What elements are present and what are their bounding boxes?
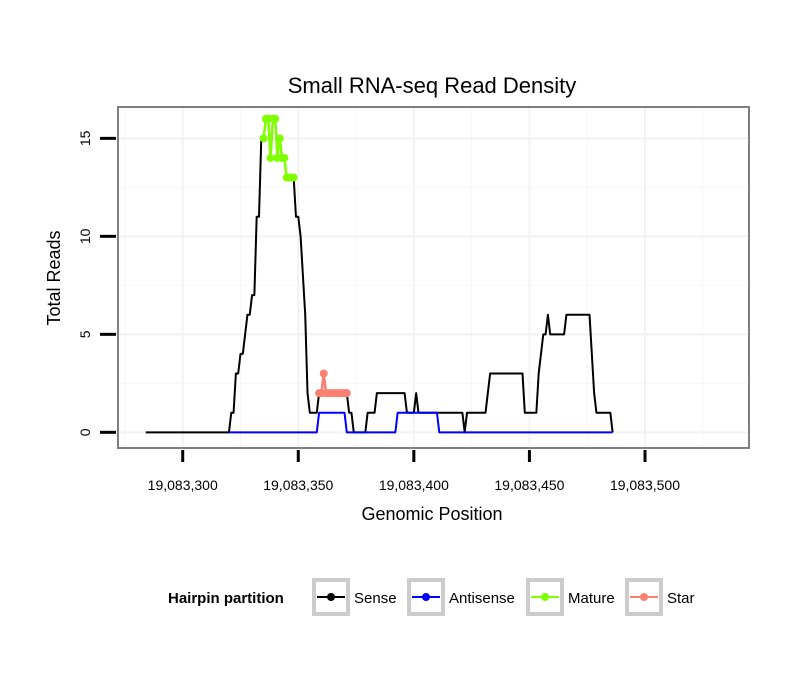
plot-border: [117, 106, 750, 449]
y-tick-label: 0: [77, 428, 93, 436]
legend-key-point: [541, 593, 549, 601]
point-mature: [289, 173, 298, 182]
legend-label: Mature: [568, 590, 615, 607]
chart-title: Small RNA-seq Read Density: [288, 73, 577, 98]
x-tick-label: 19,083,300: [148, 477, 218, 493]
legend-item-star: Star: [625, 578, 695, 616]
x-axis-label: Genomic Position: [361, 504, 502, 524]
y-tick-label: 10: [77, 228, 93, 244]
legend-label: Star: [667, 590, 695, 607]
point-mature: [271, 114, 280, 123]
x-tick-label: 19,083,350: [263, 477, 333, 493]
series-line-antisense: [228, 411, 613, 434]
legend-label: Antisense: [449, 590, 515, 607]
plot-panel: [117, 106, 750, 449]
point-star: [319, 369, 328, 378]
point-mature: [259, 134, 268, 143]
series-layer: [145, 114, 614, 434]
y-axis: 0 5 10 15: [77, 130, 116, 436]
legend-title: Hairpin partition: [168, 590, 284, 607]
point-mature: [266, 153, 275, 162]
point-star: [342, 389, 351, 398]
legend-key-point: [422, 593, 430, 601]
legend-item-antisense: Antisense: [407, 578, 515, 616]
legend-key-point: [640, 593, 648, 601]
point-mature: [280, 153, 289, 162]
legend-item-mature: Mature: [526, 578, 615, 616]
x-axis: 19,083,300 19,083,350 19,083,400 19,083,450…: [148, 450, 680, 493]
y-tick-label: 15: [77, 130, 93, 146]
legend-item-sense: Sense: [312, 578, 397, 616]
x-tick-label: 19,083,400: [379, 477, 449, 493]
point-mature: [275, 134, 284, 143]
x-tick-label: 19,083,450: [494, 477, 564, 493]
x-tick-label: 19,083,500: [610, 477, 680, 493]
legend-label: Sense: [354, 590, 397, 607]
y-tick-label: 5: [77, 330, 93, 338]
legend-key-point: [327, 593, 335, 601]
legend: Hairpin partition Sense Antisense Mature St…: [168, 578, 695, 616]
plot-background: [118, 107, 749, 448]
y-axis-label: Total Reads: [44, 230, 64, 325]
